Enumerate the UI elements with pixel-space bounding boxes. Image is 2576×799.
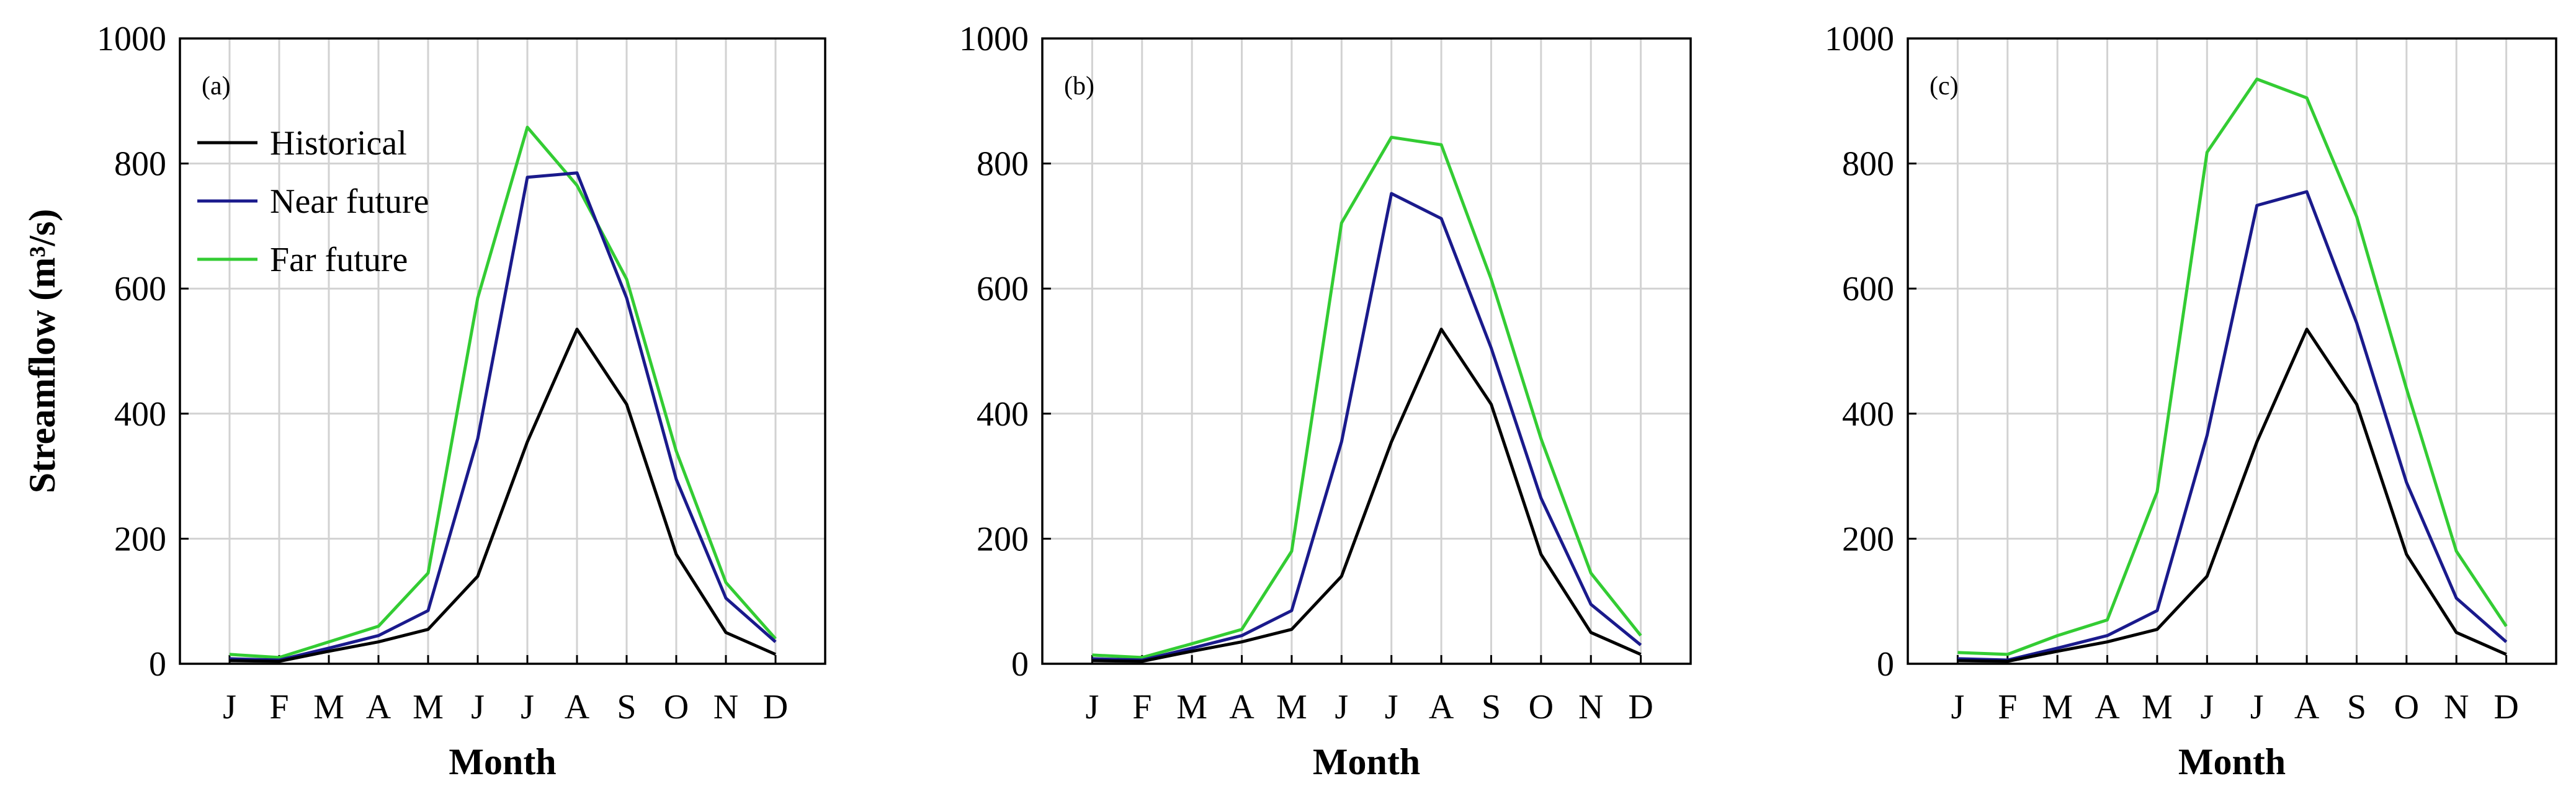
y-tick-label: 1000 xyxy=(97,20,166,58)
x-tick-label: F xyxy=(1998,688,2017,726)
plot-frame xyxy=(1907,37,2557,665)
series-line-historical xyxy=(229,328,777,663)
y-tick-label: 600 xyxy=(1842,270,1894,308)
y-tick-label: 0 xyxy=(1877,645,1894,684)
x-tick-label: A xyxy=(565,688,590,726)
x-axis-label: Month xyxy=(1313,741,1420,782)
x-tick-label: J xyxy=(1335,688,1348,726)
x-tick-label: O xyxy=(2394,688,2419,726)
legend-label: Far future xyxy=(270,241,408,279)
y-tick-label: 600 xyxy=(977,270,1029,308)
y-tick-label: 1000 xyxy=(1825,20,1894,58)
y-tick-label: 400 xyxy=(977,395,1029,434)
x-tick-label: D xyxy=(2493,688,2518,726)
x-tick-label: J xyxy=(1085,688,1099,726)
x-tick-label: J xyxy=(1385,688,1398,726)
series-line-historical xyxy=(1957,328,2507,663)
series-line-near-future xyxy=(1092,192,1642,662)
series-line-near-future xyxy=(229,171,777,662)
legend-label: Near future xyxy=(270,182,429,221)
x-tick-label: D xyxy=(1628,688,1653,726)
series-line-far-future xyxy=(1957,78,2508,656)
x-tick-label: F xyxy=(269,688,288,726)
y-tick-label: 800 xyxy=(1842,145,1894,184)
x-tick-label: M xyxy=(313,688,344,726)
x-tick-label: A xyxy=(2294,688,2320,726)
x-tick-label: D xyxy=(763,688,788,726)
x-tick-label: O xyxy=(664,688,689,726)
y-tick-label: 800 xyxy=(977,145,1029,184)
x-tick-label: M xyxy=(1176,688,1207,726)
legend: Historical Near future Far future xyxy=(197,124,429,279)
legend-label: Historical xyxy=(270,124,407,163)
x-tick-label: A xyxy=(366,688,391,726)
panel-label: (a) xyxy=(202,72,231,100)
x-tick-label: O xyxy=(1529,688,1554,726)
x-tick-label: N xyxy=(2444,688,2469,726)
x-tick-label: S xyxy=(1482,688,1501,726)
y-tick-label: 200 xyxy=(114,520,166,558)
x-tick-label: M xyxy=(413,688,444,726)
x-tick-label: M xyxy=(2042,688,2073,726)
y-tick-label: 0 xyxy=(149,645,166,684)
x-tick-label: J xyxy=(223,688,236,726)
x-axis-label: Month xyxy=(2178,741,2286,782)
x-tick-label: M xyxy=(2142,688,2173,726)
y-tick-label: 200 xyxy=(977,520,1029,558)
panel-label: (c) xyxy=(1930,72,1959,100)
x-tick-label: M xyxy=(1276,688,1307,726)
x-tick-label: S xyxy=(617,688,636,726)
series-line-near-future xyxy=(1957,190,2508,662)
plot-frame xyxy=(1041,37,1692,665)
x-tick-label: J xyxy=(471,688,485,726)
y-tick-label: 400 xyxy=(114,395,166,434)
x-tick-label: A xyxy=(1229,688,1254,726)
x-tick-label: A xyxy=(2095,688,2120,726)
y-tick-label: 0 xyxy=(1011,645,1029,684)
plot-frame xyxy=(179,37,826,665)
x-tick-label: N xyxy=(1578,688,1603,726)
y-tick-label: 400 xyxy=(1842,395,1894,434)
x-tick-label: J xyxy=(521,688,534,726)
y-axis-label: Streamflow (m³/s) xyxy=(22,209,63,493)
series-line-far-future xyxy=(229,125,777,659)
series-line-historical xyxy=(1092,328,1642,663)
x-axis-label: Month xyxy=(449,741,556,782)
x-tick-label: J xyxy=(1951,688,1964,726)
x-tick-label: S xyxy=(2347,688,2366,726)
x-tick-label: J xyxy=(2250,688,2264,726)
series-line-far-future xyxy=(1092,135,1642,659)
y-tick-label: 200 xyxy=(1842,520,1894,558)
x-tick-label: F xyxy=(1132,688,1152,726)
x-tick-label: J xyxy=(2200,688,2214,726)
x-tick-label: A xyxy=(1429,688,1454,726)
x-tick-label: N xyxy=(713,688,738,726)
y-tick-label: 600 xyxy=(114,270,166,308)
panel-label: (b) xyxy=(1064,72,1094,100)
y-tick-label: 1000 xyxy=(959,20,1029,58)
y-tick-label: 800 xyxy=(114,145,166,184)
